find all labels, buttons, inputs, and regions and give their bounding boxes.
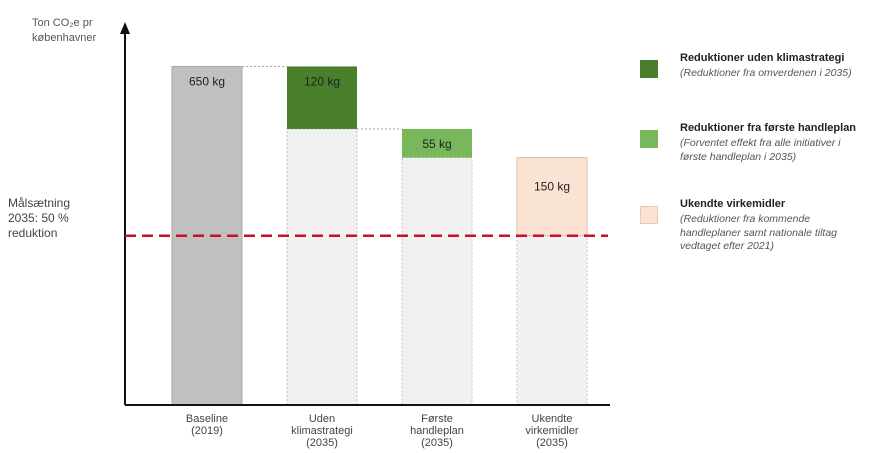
bar-label: 150 kg — [534, 180, 570, 194]
bar-label-baseline: 650 kg — [189, 74, 225, 88]
x-tick-label: Uden — [309, 413, 335, 425]
bar-residual — [401, 157, 473, 406]
bar-residual — [516, 235, 588, 406]
x-tick-label: Ukendte — [532, 413, 573, 425]
x-tick-label: (2035) — [536, 437, 568, 449]
bar-residual — [286, 128, 358, 406]
bar-label: 55 kg — [422, 137, 451, 151]
x-tick-label: Baseline — [186, 413, 228, 425]
bar-segment — [402, 128, 472, 158]
target-label: Målsætning 2035: 50 % reduktion — [8, 196, 70, 241]
bar-segment — [516, 157, 588, 237]
legend-description: (Reduktioner fra omverdenen i 2035) — [680, 67, 852, 79]
x-tick-label: (2019) — [191, 425, 223, 437]
x-tick-label: virkemidler — [525, 425, 579, 437]
target-label-line3: reduktion — [8, 226, 58, 240]
x-tick-label: (2035) — [306, 437, 338, 449]
x-tick-label: (2035) — [421, 437, 453, 449]
legend-swatch — [640, 130, 658, 148]
legend-description: (Reduktioner fra kommende handleplaner s… — [680, 213, 838, 252]
x-tick-label: handleplan — [410, 425, 464, 437]
x-tick-label: Første — [421, 413, 453, 425]
y-axis-label-line1: Ton CO₂e pr — [32, 17, 93, 29]
bar-label: 120 kg — [304, 74, 340, 88]
y-axis-arrow — [120, 22, 130, 34]
legend-title: Reduktioner fra første handleplan — [680, 122, 857, 134]
legend-title: Reduktioner uden klimastrategi — [680, 52, 845, 64]
legend-description: (Forventet effekt fra alle initiativer i… — [680, 137, 841, 163]
y-axis-label-line2: københavner — [32, 32, 97, 44]
bar-segment — [287, 66, 357, 129]
legend-swatch — [640, 60, 658, 78]
target-label-line2: 2035: 50 % — [8, 211, 69, 225]
y-axis-label: Ton CO₂e pr københavner — [32, 16, 96, 46]
legend-swatch — [640, 206, 658, 224]
target-label-line1: Målsætning — [8, 196, 71, 210]
x-tick-label: klimastrategi — [291, 425, 353, 437]
legend-title: Ukendte virkemidler — [680, 198, 786, 210]
